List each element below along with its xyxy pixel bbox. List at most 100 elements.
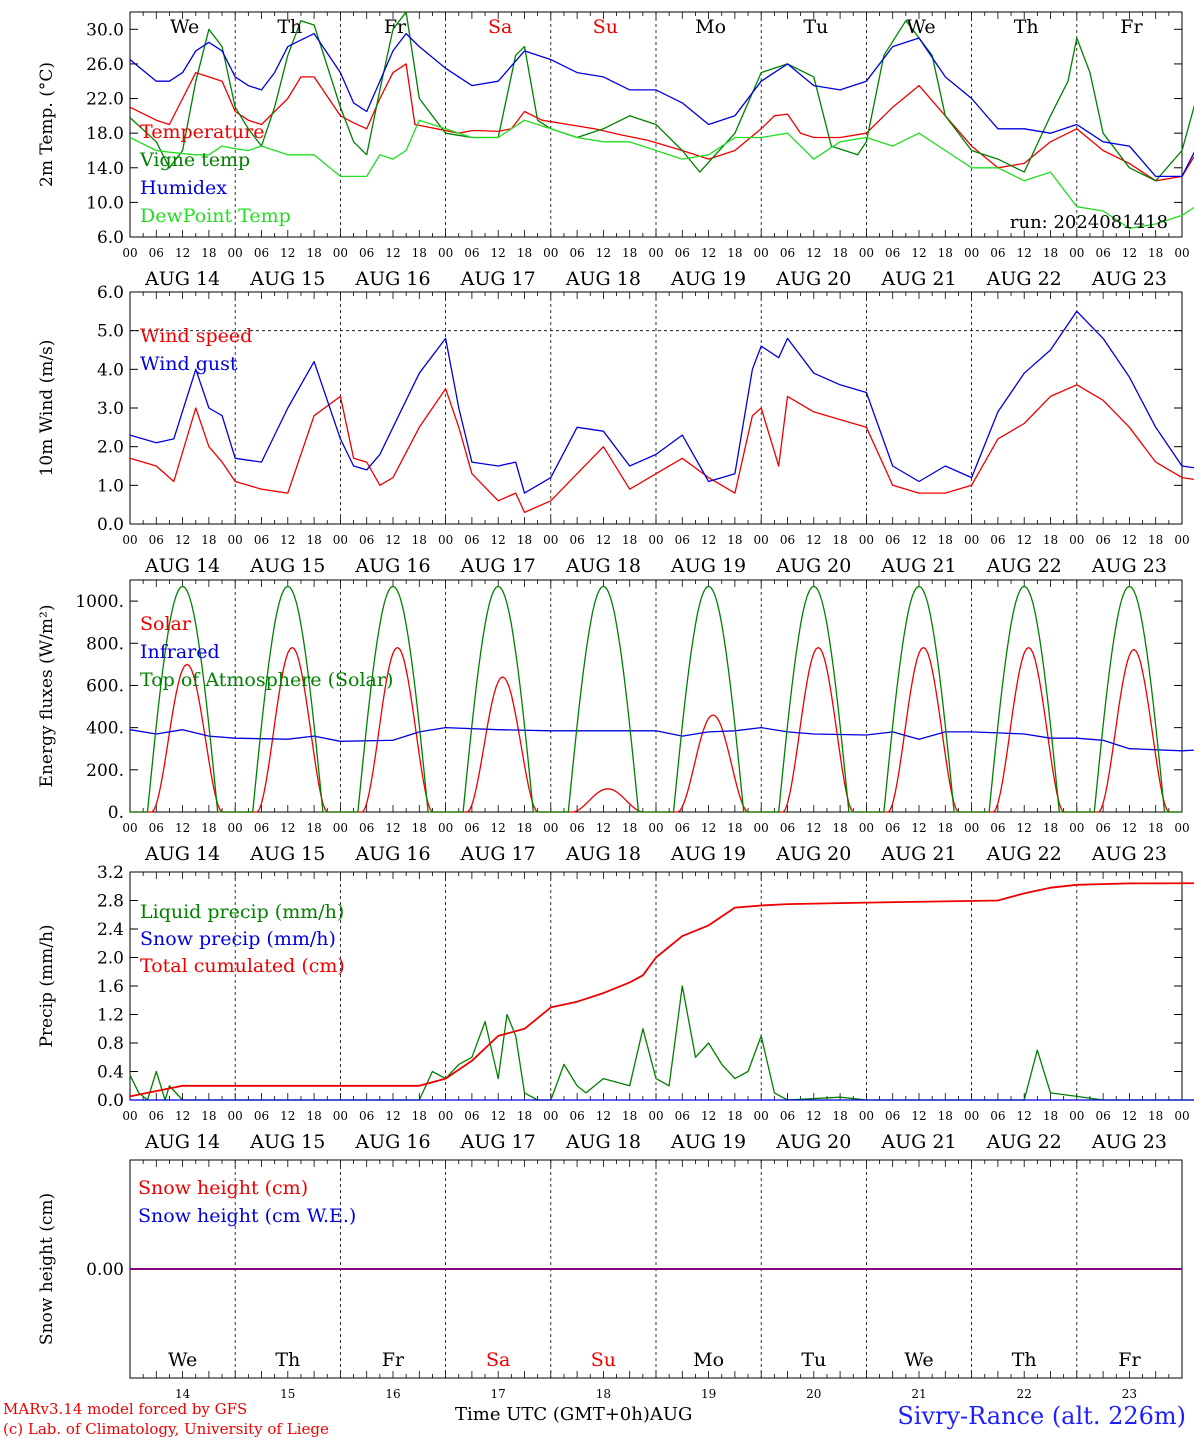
temperature-hour-tick-label: 12 [385, 246, 400, 260]
precip-hour-tick-label: 12 [1017, 1109, 1032, 1123]
precip-hour-tick-label: 18 [622, 1109, 637, 1123]
temperature-ytick-label: 10.0 [86, 193, 124, 213]
precip-series-total-cumulated-cm [129, 882, 1194, 1098]
temperature-ytick-label: 26.0 [86, 55, 124, 75]
precip-hour-tick-label: 00 [754, 1109, 769, 1123]
day-number-label: 21 [911, 1387, 926, 1401]
precip-hour-tick-label: 12 [596, 1109, 611, 1123]
precip-hour-tick-label: 18 [412, 1109, 427, 1123]
day-number-label: 15 [280, 1387, 295, 1401]
temperature-hour-tick-label: 18 [201, 246, 216, 260]
precip-date-label: AUG 21 [880, 1131, 956, 1153]
energy-date-label: AUG 21 [880, 843, 956, 865]
temperature-hour-tick-label: 00 [859, 246, 874, 260]
wind-series-wind-speed [129, 384, 1194, 514]
precip-hour-tick-label: 00 [228, 1109, 243, 1123]
day-number-label: 19 [701, 1387, 716, 1401]
precip-hour-tick-label: 00 [333, 1109, 348, 1123]
energy-hour-tick-label: 06 [569, 821, 584, 835]
precip-date-label: AUG 20 [775, 1131, 851, 1153]
precip-date-label: AUG 19 [670, 1131, 746, 1153]
wind-hour-tick-label: 00 [228, 533, 243, 547]
energy-hour-tick-label: 12 [175, 821, 190, 835]
energy-date-label: AUG 17 [460, 843, 536, 865]
weekday-bottom-label: Sa [486, 1349, 510, 1371]
precip-hour-tick-label: 00 [122, 1109, 137, 1123]
precip-hour-tick-label: 12 [701, 1109, 716, 1123]
energy-date-label: AUG 14 [144, 843, 220, 865]
energy-date-label: AUG 22 [986, 843, 1062, 865]
wind-hour-tick-label: 18 [306, 533, 321, 547]
precip-hour-tick-label: 06 [885, 1109, 900, 1123]
wind-date-label: AUG 22 [986, 555, 1062, 577]
copyright-credit: (c) Lab. of Climatology, University of L… [3, 1420, 329, 1438]
wind-hour-tick-label: 18 [622, 533, 637, 547]
wind-hour-tick-label: 00 [122, 533, 137, 547]
energy-hour-tick-label: 00 [964, 821, 979, 835]
wind-hour-tick-label: 06 [254, 533, 269, 547]
energy-hour-tick-label: 18 [201, 821, 216, 835]
wind-hour-tick-label: 12 [385, 533, 400, 547]
day-number-label: 14 [175, 1387, 191, 1401]
weekday-top-label: Su [593, 16, 618, 38]
wind-date-label: AUG 14 [144, 555, 220, 577]
temperature-ytick-label: 30.0 [86, 20, 124, 40]
wind-hour-tick-label: 18 [412, 533, 427, 547]
wind-hour-tick-label: 00 [438, 533, 453, 547]
precip-date-label: AUG 22 [986, 1131, 1062, 1153]
energy-legend-item: Top of Atmosphere (Solar) [140, 669, 393, 691]
wind-hour-tick-label: 06 [990, 533, 1005, 547]
precip-ytick-label: 1.6 [97, 977, 124, 997]
temperature-hour-tick-label: 18 [306, 246, 321, 260]
temperature-hour-tick-label: 00 [333, 246, 348, 260]
energy-hour-tick-label: 06 [675, 821, 690, 835]
precip-hour-tick-label: 12 [175, 1109, 190, 1123]
day-number-label: 18 [596, 1387, 611, 1401]
weekday-bottom-label: Th [275, 1349, 300, 1371]
wind-hour-tick-label: 06 [675, 533, 690, 547]
precip-ytick-label: 0.4 [97, 1063, 124, 1083]
precip-date-label: AUG 23 [1091, 1131, 1167, 1153]
precip-date-label: AUG 18 [565, 1131, 641, 1153]
wind-hour-tick-label: 00 [1174, 533, 1189, 547]
weekday-top-label: Mo [695, 16, 726, 38]
precip-hour-tick-label: 18 [832, 1109, 847, 1123]
precip-ytick-label: 1.2 [97, 1006, 124, 1026]
precip-hour-tick-label: 06 [675, 1109, 690, 1123]
wind-hour-tick-label: 06 [780, 533, 795, 547]
temperature-hour-tick-label: 00 [964, 246, 979, 260]
precip-ytick-label: 2.4 [97, 920, 124, 940]
precip-hour-tick-label: 12 [806, 1109, 821, 1123]
temperature-hour-tick-label: 12 [280, 246, 295, 260]
energy-hour-tick-label: 00 [438, 821, 453, 835]
weekday-top-label: Tu [803, 16, 828, 38]
energy-hour-tick-label: 00 [754, 821, 769, 835]
temperature-hour-tick-label: 06 [780, 246, 795, 260]
energy-hour-tick-label: 00 [1069, 821, 1084, 835]
temperature-hour-tick-label: 06 [675, 246, 690, 260]
wind-ytick-label: 6.0 [97, 283, 124, 303]
energy-hour-tick-label: 00 [333, 821, 348, 835]
temperature-date-label: AUG 14 [144, 268, 220, 290]
wind-date-label: AUG 20 [775, 555, 851, 577]
temperature-legend-item: Humidex [140, 177, 227, 199]
day-number-label: 22 [1017, 1387, 1032, 1401]
day-number-label: 20 [806, 1387, 821, 1401]
energy-series-infrared [129, 726, 1194, 752]
temperature-hour-tick-label: 18 [938, 246, 953, 260]
temperature-hour-tick-label: 12 [175, 246, 190, 260]
energy-date-label: AUG 23 [1091, 843, 1167, 865]
weekday-bottom-label: Th [1012, 1349, 1037, 1371]
temperature-hour-tick-label: 06 [359, 246, 374, 260]
wind-hour-tick-label: 06 [1095, 533, 1110, 547]
temperature-hour-tick-label: 18 [727, 246, 742, 260]
temperature-hour-tick-label: 00 [543, 246, 558, 260]
precip-hour-tick-label: 00 [1069, 1109, 1084, 1123]
temperature-series-humidex [129, 32, 1194, 178]
precip-ylabel: Precip (mm/h) [37, 924, 57, 1047]
temperature-date-label: AUG 17 [460, 268, 536, 290]
wind-hour-tick-label: 06 [359, 533, 374, 547]
temperature-hour-tick-label: 18 [1148, 246, 1163, 260]
precip-hour-tick-label: 18 [517, 1109, 532, 1123]
energy-date-label: AUG 16 [354, 843, 430, 865]
